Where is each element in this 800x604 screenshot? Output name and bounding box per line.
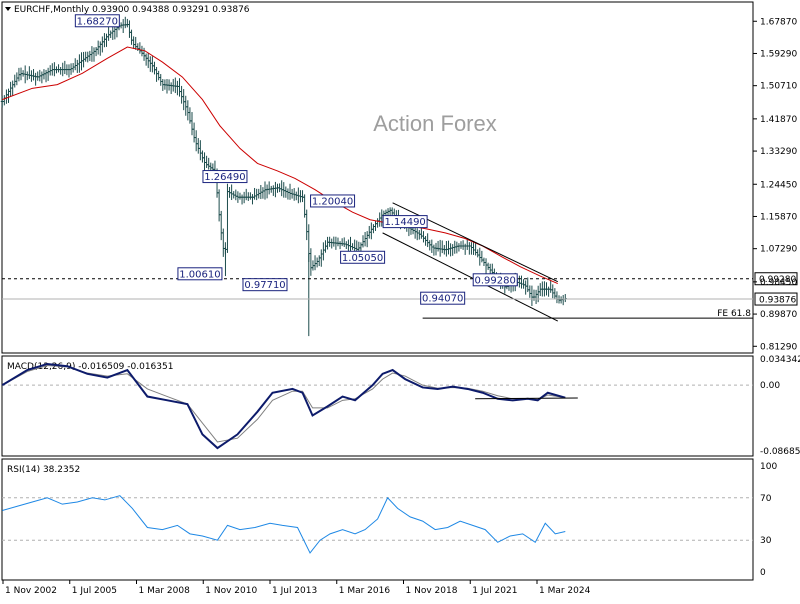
time-tick-label: 1 Mar 2008: [139, 586, 191, 596]
price-marker-box: [754, 272, 798, 286]
time-tick-label: 1 Jul 2013: [272, 586, 317, 596]
rsi-layer: [2, 495, 753, 554]
price-annotation-box: [202, 170, 248, 184]
price-marker-label: 0.93876: [759, 296, 796, 306]
time-tick-label: 1 Nov 2002: [5, 586, 57, 596]
watermark-text: Action Forex: [373, 111, 497, 136]
time-tick-label: 1 Jul 2005: [72, 586, 117, 596]
rsi-tick-label: 0: [760, 568, 766, 578]
macd-line: [1, 362, 566, 450]
macd-header: MACD(12,26,9) -0.016509 -0.016351: [7, 362, 173, 372]
time-tick-label: 1 Nov 2018: [406, 586, 458, 596]
price-annotation: 1.26490: [202, 170, 248, 184]
macd-trendline: [475, 397, 578, 400]
macd-signal-line: [2, 364, 566, 443]
rsi-tick-label: 30: [760, 536, 772, 546]
price-annotation-label: 0.97710: [244, 280, 285, 291]
price-annotation: 1.68270: [74, 14, 120, 28]
time-tick-label: 1 Jul 2021: [472, 586, 517, 596]
price-annotation-label: 1.68270: [77, 16, 118, 27]
price-tick-label: 0.98450: [760, 278, 797, 288]
rsi-line: [2, 495, 566, 554]
price-annotation: 0.94070: [420, 291, 466, 305]
dropdown-triangle-icon[interactable]: [5, 7, 11, 11]
price-annotation: 0.97710: [242, 278, 288, 292]
moving-average-line: [2, 46, 558, 285]
price-annotation-box: [310, 194, 356, 208]
macd-tick-label: 0.00: [760, 381, 780, 391]
price-annotation-label: 1.14490: [384, 217, 425, 228]
price-tick-label: 1.15870: [760, 212, 797, 222]
price-annotation-label: 0.94070: [422, 294, 463, 305]
macd-panel-frame: [1, 355, 754, 457]
price-marker-box: [754, 292, 798, 306]
price-annotation-box: [340, 250, 386, 264]
price-annotation-box: [177, 267, 223, 281]
price-annotation-box: [74, 14, 120, 28]
price-annotation: 1.14490: [382, 215, 428, 229]
price-annotation-label: 0.99280: [475, 275, 516, 286]
price-annotation-label: 1.00610: [179, 269, 220, 280]
macd-layer: [1, 362, 753, 450]
price-marker: 0.99280: [754, 272, 798, 286]
price-marker-label: 0.99280: [759, 275, 796, 285]
macd-tick-label: -0.086853: [760, 447, 800, 457]
axis-layer: 0.99280 0.93876 1.67870 1.59290 1.50710 1.418…: [2, 17, 800, 596]
price-tick-label: 1.50710: [760, 82, 797, 92]
price-annotation-label: 1.26490: [204, 172, 245, 183]
macd-tick-label: 0.034342: [760, 355, 800, 365]
channel-line-2: [382, 232, 558, 322]
price-annotation: 0.99280: [472, 273, 518, 287]
price-tick-label: 0.89870: [760, 310, 797, 320]
price-annotation: 1.00610: [177, 267, 223, 281]
price-tick-label: 1.67870: [760, 17, 797, 27]
price-marker: 0.93876: [754, 292, 798, 306]
price-annotation-box: [242, 278, 288, 292]
price-tick-label: 1.41870: [760, 115, 797, 125]
price-annotation-box: [472, 273, 518, 287]
rsi-tick-label: 100: [760, 462, 777, 472]
price-panel-frame: [1, 1, 754, 354]
rsi-header: RSI(14) 38.2352: [7, 465, 80, 475]
price-layer: FE 61.8 1.68270 1.26490 1.00610 0.97710 1.200…: [0, 14, 753, 337]
price-tick-label: 1.07290: [760, 245, 797, 255]
rsi-tick-label: 70: [760, 494, 772, 504]
price-annotation-box: [420, 291, 466, 305]
price-annotation: 1.05050: [340, 250, 386, 264]
price-tick-label: 1.33290: [760, 147, 797, 157]
time-tick-label: 1 Nov 2010: [205, 586, 257, 596]
time-tick-label: 1 Mar 2024: [539, 586, 591, 596]
price-annotation: 1.20040: [310, 194, 356, 208]
price-annotation-label: 1.05050: [342, 253, 383, 264]
time-tick-label: 1 Mar 2016: [339, 586, 391, 596]
price-tick-label: 1.24450: [760, 180, 797, 190]
price-annotation-label: 1.20040: [312, 196, 353, 207]
price-tick-label: 0.81290: [760, 342, 797, 352]
price-tick-label: 1.59290: [760, 49, 797, 59]
price-annotation-box: [382, 215, 428, 229]
symbol-header: EURCHF,Monthly 0.93900 0.94388 0.93291 0…: [14, 5, 250, 15]
fib-extension-label: FE 61.8: [717, 309, 751, 319]
